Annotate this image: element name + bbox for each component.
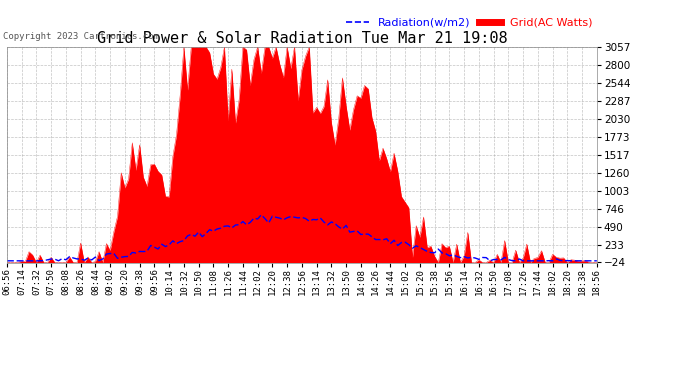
Legend: Radiation(w/m2), Grid(AC Watts): Radiation(w/m2), Grid(AC Watts) (342, 13, 597, 32)
Title: Grid Power & Solar Radiation Tue Mar 21 19:08: Grid Power & Solar Radiation Tue Mar 21 … (97, 31, 507, 46)
Text: Copyright 2023 Cartronics.com: Copyright 2023 Cartronics.com (3, 32, 159, 41)
